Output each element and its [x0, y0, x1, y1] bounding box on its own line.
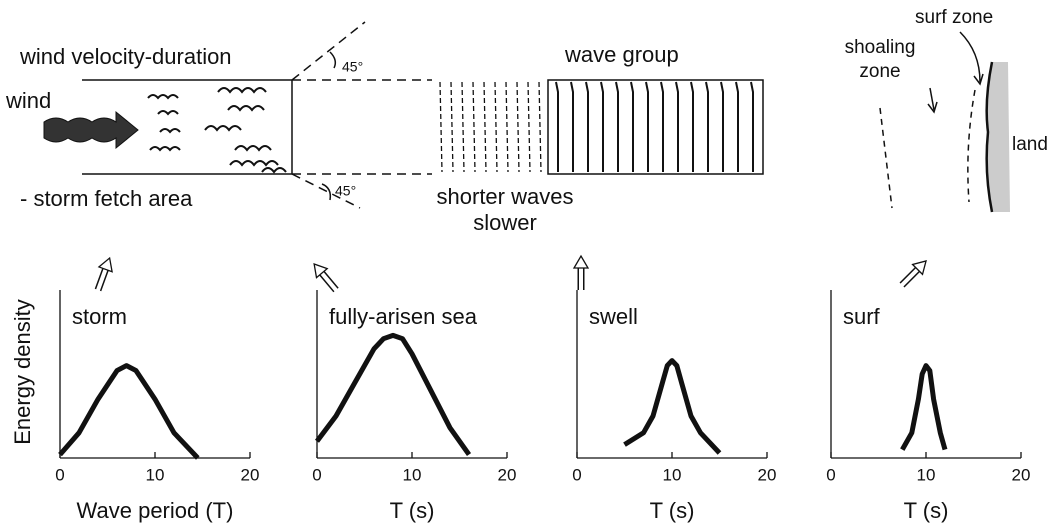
x-tick-label: 20 — [241, 465, 260, 484]
wave-line — [675, 81, 679, 172]
label: wind — [5, 88, 51, 113]
spectrum-line — [623, 358, 722, 455]
x-tick-label: 0 — [55, 465, 64, 484]
label: shoaling — [845, 37, 916, 58]
panel-title: fully-arisen sea — [329, 304, 478, 329]
label: land — [1012, 134, 1048, 155]
wave-line — [555, 81, 559, 172]
panel-title: storm — [72, 304, 127, 329]
short-wave-line — [472, 81, 476, 173]
short-wave-line — [494, 81, 498, 173]
wave-line — [720, 81, 724, 172]
label: wave group — [564, 42, 679, 67]
short-wave-line — [538, 81, 542, 173]
x-tick-label: 0 — [826, 465, 835, 484]
x-tick-label: 20 — [758, 465, 777, 484]
wave-line — [585, 81, 589, 172]
label: - storm fetch area — [20, 186, 193, 211]
wind-arrow — [43, 110, 139, 150]
x-tick-label: 20 — [498, 465, 517, 484]
short-wave-line — [483, 81, 487, 173]
wind-waves — [147, 87, 287, 174]
spectrum-line — [900, 363, 948, 451]
wave-group-lines — [439, 81, 754, 173]
wave-line — [705, 81, 709, 172]
wave-line — [660, 81, 664, 172]
short-wave-line — [527, 81, 531, 173]
spectrum-line — [58, 363, 200, 460]
x-tick-label: 10 — [917, 465, 936, 484]
coast — [879, 31, 1010, 213]
label: 45° — [342, 59, 363, 75]
x-axis-label: T (s) — [650, 498, 695, 523]
wave-line — [615, 81, 619, 172]
x-tick-label: 20 — [1012, 465, 1031, 484]
label: surf zone — [915, 7, 993, 28]
x-axis-label: T (s) — [390, 498, 435, 523]
wave-line — [645, 81, 649, 172]
x-tick-label: 0 — [572, 465, 581, 484]
x-axis-label: Wave period (T) — [77, 498, 234, 523]
x-axis-label: T (s) — [904, 498, 949, 523]
wave-line — [630, 81, 634, 172]
wave-line — [600, 81, 604, 172]
transition-arrows — [94, 254, 927, 293]
panel-title: swell — [589, 304, 638, 329]
panel-title: surf — [843, 304, 881, 329]
x-tick-label: 10 — [146, 465, 165, 484]
spectrum-line — [315, 332, 472, 457]
short-wave-line — [461, 81, 465, 173]
wave-line — [570, 81, 574, 172]
wave-line — [690, 81, 694, 172]
label: zone — [859, 61, 900, 82]
short-wave-line — [439, 81, 443, 173]
wave-line — [735, 81, 739, 172]
label: 45° — [335, 183, 356, 199]
fetch-area — [82, 21, 764, 209]
short-wave-line — [516, 81, 520, 173]
label: slower — [473, 210, 537, 235]
wave-line — [750, 81, 754, 172]
short-wave-line — [505, 81, 509, 173]
label: wind velocity-duration — [19, 44, 232, 69]
x-tick-label: 10 — [403, 465, 422, 484]
x-tick-label: 10 — [663, 465, 682, 484]
label: shorter waves — [437, 184, 574, 209]
x-tick-label: 0 — [312, 465, 321, 484]
short-wave-line — [450, 81, 454, 173]
y-axis-label: Energy density — [10, 299, 35, 445]
